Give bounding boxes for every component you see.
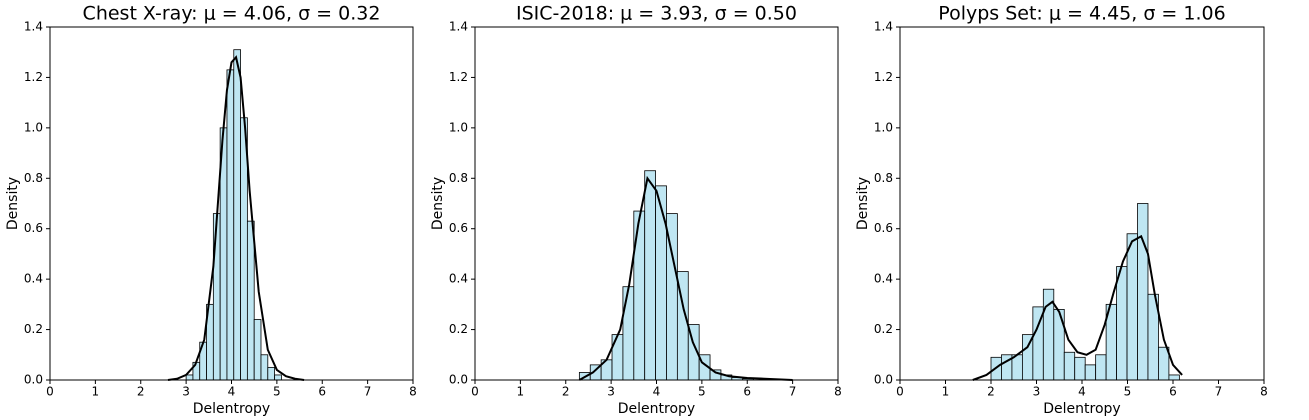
y-axis-label: Density [5,177,21,230]
y-tick-label: 1.0 [24,120,43,134]
y-tick-label: 0.4 [449,272,468,286]
y-tick-label: 0.4 [874,272,893,286]
x-tick-label: 5 [273,385,281,399]
histogram-bar [1116,266,1128,381]
x-tick-label: 3 [182,385,190,399]
histogram-bar [185,374,194,381]
y-tick-label: 0.0 [24,373,43,387]
x-tick-label: 2 [137,385,145,399]
histogram-bar [622,286,635,381]
y-tick-label: 1.4 [24,20,43,34]
y-tick-label: 0.8 [24,171,43,185]
x-tick-label: 3 [607,385,615,399]
x-tick-label: 3 [1033,385,1041,399]
y-tick-label: 0.4 [24,272,43,286]
x-tick-label: 5 [1124,385,1132,399]
y-axis-label: Density [430,177,446,230]
x-tick-label: 2 [987,385,995,399]
x-axis-label: Delentropy [1043,401,1120,417]
x-tick-label: 7 [364,385,372,399]
chart-title: Chest X-ray: μ = 4.06, σ = 0.32 [83,3,381,25]
y-tick-label: 1.0 [874,120,893,134]
histogram-bar [1168,374,1180,381]
histogram-bar [1158,346,1170,381]
y-axis-label: Density [855,177,871,230]
x-tick-label: 4 [228,385,236,399]
y-tick-label: 1.2 [24,70,43,84]
y-tick-label: 0.0 [874,373,893,387]
y-tick-label: 1.2 [874,70,893,84]
x-axis-label: Delentropy [618,401,695,417]
y-tick-label: 0.8 [449,171,468,185]
x-tick-label: 2 [562,385,570,399]
x-tick-label: 6 [1169,385,1177,399]
histogram-bar [1095,354,1107,381]
histogram-bar [1126,233,1138,381]
y-tick-label: 0.6 [24,221,43,235]
x-tick-label: 4 [653,385,661,399]
histogram-bar [267,366,276,381]
x-tick-label: 6 [743,385,751,399]
x-tick-label: 6 [318,385,326,399]
histogram-bar [611,334,624,381]
histogram-bar [253,319,262,381]
x-tick-label: 4 [1078,385,1086,399]
x-tick-label: 1 [942,385,950,399]
histogram-bar [274,374,282,381]
chart-title: ISIC-2018: μ = 3.93, σ = 0.50 [516,3,797,25]
x-tick-label: 5 [698,385,706,399]
x-tick-label: 1 [517,385,525,399]
kde-line [578,175,793,381]
histogram-bar [260,354,269,381]
plot-frame [899,26,1265,381]
histogram-bar [226,69,235,381]
kde-line [972,234,1183,381]
y-tick-label: 0.6 [449,221,468,235]
y-tick-label: 0.8 [874,171,893,185]
histogram-bar [246,220,255,381]
histogram-bar [1137,203,1149,381]
y-tick-label: 0.2 [874,322,893,336]
y-tick-label: 1.4 [874,20,893,34]
x-tick-label: 7 [789,385,797,399]
y-tick-label: 1.4 [449,20,468,34]
x-tick-label: 0 [46,385,54,399]
histogram-bar [1074,356,1086,381]
histogram-bar [1084,364,1097,381]
x-tick-label: 0 [896,385,904,399]
y-tick-label: 0.2 [24,322,43,336]
x-tick-label: 8 [1260,385,1268,399]
y-tick-label: 1.0 [449,120,468,134]
x-axis-label: Delentropy [193,401,270,417]
x-tick-label: 7 [1215,385,1223,399]
y-tick-label: 0.6 [874,221,893,235]
x-tick-label: 8 [834,385,842,399]
y-tick-label: 0.2 [449,322,468,336]
y-tick-label: 0.0 [449,373,468,387]
x-tick-label: 0 [471,385,479,399]
histogram-bar [233,49,241,381]
histogram-bar [1063,351,1076,381]
chart-title: Polyps Set: μ = 4.45, σ = 1.06 [938,3,1225,25]
x-tick-label: 1 [92,385,100,399]
histogram-bar [655,185,667,381]
histogram-bar [644,170,656,381]
x-tick-label: 8 [409,385,417,399]
kde-line [167,55,305,381]
y-tick-label: 1.2 [449,70,468,84]
